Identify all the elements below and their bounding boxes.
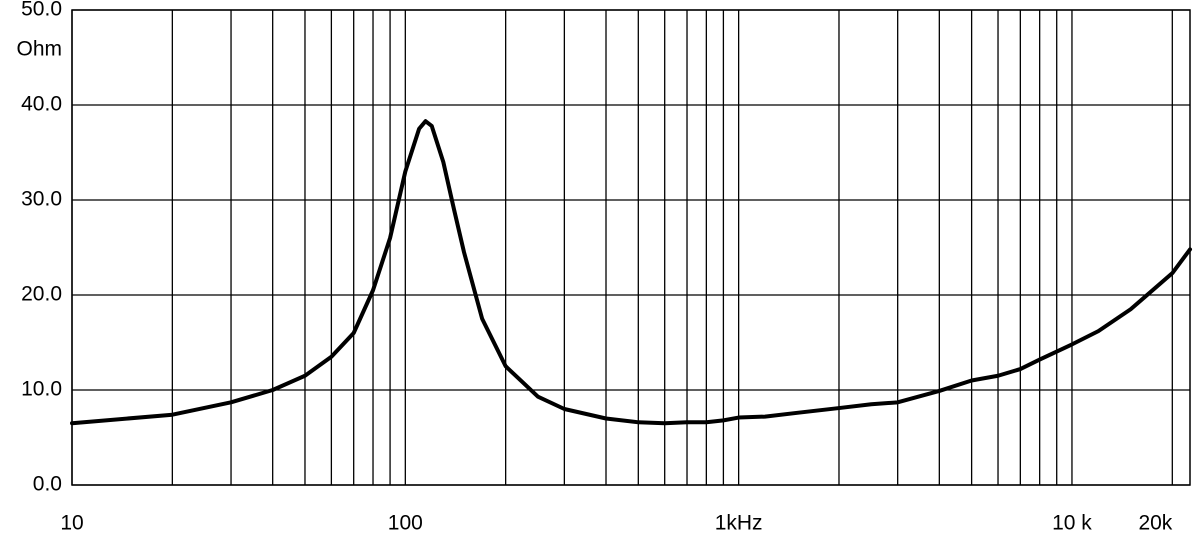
y-tick-label: 10.0 — [21, 378, 62, 401]
y-tick-label: 30.0 — [21, 188, 62, 211]
x-tick-label: 1kHz — [715, 512, 763, 535]
y-tick-label: 0.0 — [33, 473, 62, 496]
x-tick-label: 10 k — [1052, 512, 1092, 535]
impedance-curve — [70, 119, 1192, 426]
y-tick-label: 20.0 — [21, 283, 62, 306]
x-tick-label: 10 — [60, 512, 83, 535]
x-tick-label: 20k — [1138, 512, 1172, 535]
y-unit-label: Ohm — [16, 38, 62, 61]
y-tick-label: 50.0 — [21, 0, 62, 21]
x-tick-label: 100 — [388, 512, 423, 535]
y-tick-label: 40.0 — [21, 93, 62, 116]
plot-border — [71, 9, 1191, 486]
